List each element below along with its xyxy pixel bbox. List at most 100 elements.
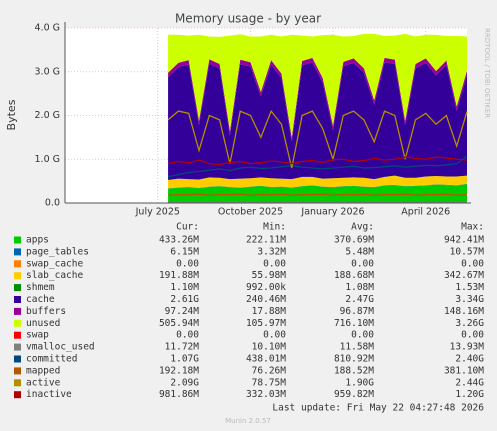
line <box>168 193 468 196</box>
legend-stat: 505.94M <box>159 318 199 329</box>
legend-swatch <box>14 260 21 268</box>
area <box>168 175 468 189</box>
y-tick-label: 0.0 <box>45 198 60 209</box>
legend-swatch <box>14 284 21 292</box>
y-tick-label: 2.0 G <box>35 110 61 121</box>
y-tick-label: 3.0 G <box>35 66 61 77</box>
legend-stat: 10.10M <box>252 342 287 353</box>
version: Munin 2.0.57 <box>225 417 271 425</box>
legend-stat: 13.93M <box>450 342 485 353</box>
legend-stat: 0.00 <box>176 330 199 341</box>
legend-swatch <box>14 355 21 363</box>
legend-stat: 11.72M <box>165 342 200 353</box>
y-tick-label: 1.0 G <box>35 154 61 165</box>
side-text: RRDTOOL / TOBI OETIKER <box>483 28 491 118</box>
legend-label: apps <box>26 235 49 246</box>
legend-label: unused <box>26 318 60 329</box>
legend-label: buffers <box>26 306 66 317</box>
legend-stat: 55.98M <box>252 270 287 281</box>
legend-stat: 10.57M <box>450 246 485 257</box>
legend-stat: 3.26G <box>455 318 484 329</box>
legend-swatch <box>14 319 21 327</box>
legend-stat: 97.24M <box>165 306 200 317</box>
legend-stat: 1.07G <box>170 354 199 365</box>
legend-stat: 188.52M <box>334 365 374 376</box>
legend-stat: 3.32M <box>257 246 286 257</box>
legend-stat: 716.10M <box>334 318 374 329</box>
area <box>168 33 468 138</box>
legend-swatch <box>14 379 21 387</box>
legend-swatch <box>14 307 21 315</box>
legend-stat: 3.34G <box>455 294 484 305</box>
legend-stat: 17.88M <box>252 306 287 317</box>
y-axis-label: Bytes <box>5 99 18 130</box>
legend-stat: 2.09G <box>170 377 199 388</box>
legend-swatch <box>14 367 21 375</box>
legend-swatch <box>14 248 21 256</box>
legend-label: vmalloc_used <box>26 342 95 353</box>
x-tick-label: January 2026 <box>300 207 364 218</box>
x-tick-label: October 2025 <box>218 207 283 218</box>
area <box>168 184 468 203</box>
legend-stat: 0.00 <box>351 330 374 341</box>
legend-stat: 981.86M <box>159 389 199 400</box>
legend-stat: 942.41M <box>444 235 484 246</box>
legend-stat: 1.90G <box>345 377 374 388</box>
legend-stat: 2.47G <box>345 294 374 305</box>
legend-label: active <box>26 377 61 388</box>
legend-stat: 0.00 <box>176 258 199 269</box>
line <box>167 155 468 178</box>
legend-stat: 0.00 <box>263 258 286 269</box>
legend-stat: 438.01M <box>246 354 286 365</box>
legend-stat: 433.26M <box>159 235 199 246</box>
area <box>168 175 468 181</box>
stat-header: Max: <box>461 222 484 233</box>
last-update: Last update: Fri May 22 04:27:48 2026 <box>272 403 484 414</box>
legend-stat: 0.00 <box>351 258 374 269</box>
legend-stat: 332.03M <box>246 389 286 400</box>
legend-label: mapped <box>26 365 60 376</box>
legend-stat: 2.44G <box>455 377 484 388</box>
legend-stat: 0.00 <box>263 330 286 341</box>
stat-header: Avg: <box>351 222 374 233</box>
legend-stat: 1.20G <box>455 389 484 400</box>
legend-label: slab_cache <box>26 270 83 281</box>
legend-label: page_tables <box>26 246 89 257</box>
legend-label: committed <box>26 354 77 365</box>
legend-swatch <box>14 272 21 280</box>
legend-swatch <box>14 296 21 303</box>
legend-stat: 11.58M <box>340 342 375 353</box>
x-tick-label: July 2025 <box>135 207 180 218</box>
legend-stat: 5.48M <box>345 246 374 257</box>
line <box>167 109 468 169</box>
legend-stat: 381.10M <box>444 365 484 376</box>
legend-stat: 188.68M <box>334 270 374 281</box>
legend-stat: 76.26M <box>252 365 287 376</box>
legend-stat: 6.15M <box>170 246 199 257</box>
area <box>168 183 468 189</box>
legend-stat: 2.61G <box>170 294 199 305</box>
legend-stat: 959.82M <box>334 389 374 400</box>
legend-stat: 992.00k <box>246 282 286 293</box>
legend-stat: 1.08M <box>345 282 374 293</box>
legend-stat: 148.16M <box>444 306 484 317</box>
legend-label: inactive <box>26 389 72 400</box>
legend-stat: 240.46M <box>246 294 286 305</box>
legend-stat: 105.97M <box>246 318 286 329</box>
legend-swatch <box>14 236 21 244</box>
legend-stat: 342.67M <box>444 270 484 281</box>
chart-title: Memory usage - by year <box>175 12 321 26</box>
legend-label: cache <box>26 294 55 305</box>
legend-stat: 1.10M <box>170 282 199 293</box>
legend-label: shmem <box>26 282 55 293</box>
y-tick-label: 4.0 G <box>35 23 61 34</box>
legend-stat: 222.11M <box>246 235 286 246</box>
legend-stat: 192.18M <box>159 365 199 376</box>
legend-stat: 191.88M <box>159 270 199 281</box>
legend-label: swap <box>26 330 49 341</box>
legend-stat: 0.00 <box>461 258 484 269</box>
legend-stat: 96.87M <box>340 306 375 317</box>
legend-label: swap_cache <box>26 258 83 269</box>
line <box>167 156 468 166</box>
